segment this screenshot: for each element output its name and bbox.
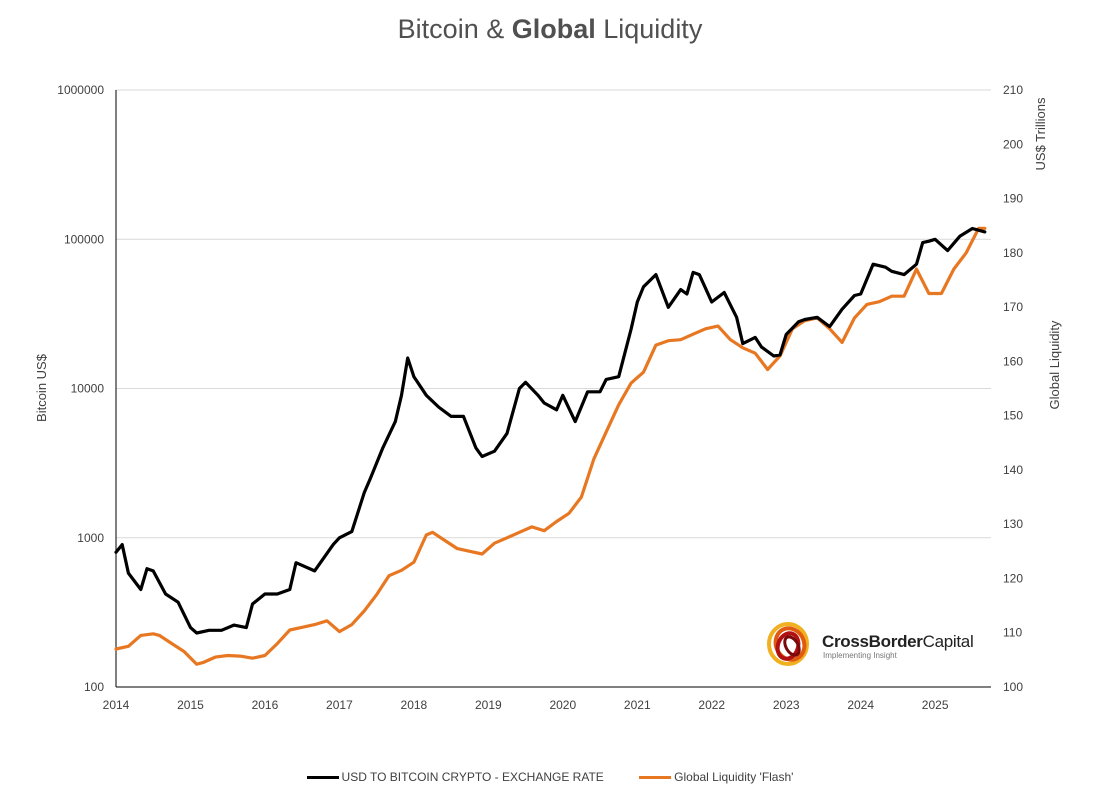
legend-item-liquidity: Global Liquidity 'Flash' (639, 770, 793, 784)
logo-name-bold: CrossBorder (822, 632, 923, 651)
logo-name-regular: Capital (922, 632, 974, 651)
y-left-tick-10000: 10000 (71, 382, 105, 396)
y-right-tick-200: 200 (1003, 137, 1023, 151)
legend-label-liquidity: Global Liquidity 'Flash' (674, 770, 794, 784)
y-right-tick-190: 190 (1003, 192, 1023, 206)
y-right-tick-150: 150 (1003, 409, 1023, 423)
y-right-tick-110: 110 (1003, 626, 1022, 640)
x-tick-2014: 2014 (103, 698, 130, 712)
y-right-tick-130: 130 (1003, 517, 1023, 531)
bitcoin-price-line (114, 226, 987, 635)
y-left-tick-1000000: 1000000 (57, 83, 104, 97)
x-tick-2020: 2020 (549, 698, 576, 712)
logo-tagline: Implementing Insight (823, 651, 897, 660)
x-tick-2022: 2022 (698, 698, 725, 712)
y-right-unit-label: US$ Trillions (1033, 97, 1048, 170)
x-tick-2025: 2025 (922, 698, 949, 712)
legend-swatch-liquidity (639, 776, 672, 780)
y-right-tick-120: 120 (1003, 571, 1023, 585)
logo-swirl-icon (767, 622, 809, 666)
x-tick-2019: 2019 (475, 698, 502, 712)
y-left-axis-title: Bitcoin US$ (34, 353, 49, 422)
y-right-tick-210: 210 (1003, 83, 1023, 97)
x-tick-2015: 2015 (177, 698, 204, 712)
global-liquidity-line (114, 226, 987, 666)
chart-title: Bitcoin & Global Liquidity (0, 14, 1100, 45)
y-right-tick-100: 100 (1003, 680, 1023, 694)
x-tick-2021: 2021 (624, 698, 651, 712)
y-right-tick-170: 170 (1003, 300, 1023, 314)
chart-legend: USD TO BITCOIN CRYPTO - EXCHANGE RATE Gl… (0, 770, 1100, 784)
y-left-tick-100: 100 (84, 680, 104, 694)
y-right-tick-140: 140 (1003, 463, 1023, 477)
legend-label-bitcoin: USD TO BITCOIN CRYPTO - EXCHANGE RATE (341, 770, 604, 784)
logo-wordmark: CrossBorderCapital (822, 632, 974, 652)
title-part-3: Liquidity (595, 14, 703, 44)
y-left-tick-100000: 100000 (64, 232, 104, 246)
y-right-axis-title: Global Liquidity (1047, 320, 1062, 409)
y-right-tick-180: 180 (1003, 246, 1023, 260)
x-tick-2018: 2018 (401, 698, 428, 712)
y-left-tick-1000: 1000 (77, 531, 104, 545)
x-tick-2023: 2023 (773, 698, 800, 712)
x-tick-2024: 2024 (847, 698, 874, 712)
x-tick-2017: 2017 (326, 698, 353, 712)
legend-swatch-bitcoin (306, 776, 339, 780)
x-tick-2016: 2016 (252, 698, 279, 712)
y-right-tick-160: 160 (1003, 354, 1023, 368)
title-part-2: Global (511, 14, 596, 44)
legend-item-bitcoin: USD TO BITCOIN CRYPTO - EXCHANGE RATE (306, 770, 604, 784)
crossborder-capital-logo: CrossBorderCapital Implementing Insight (766, 620, 986, 668)
title-part-1: Bitcoin & (397, 14, 512, 44)
